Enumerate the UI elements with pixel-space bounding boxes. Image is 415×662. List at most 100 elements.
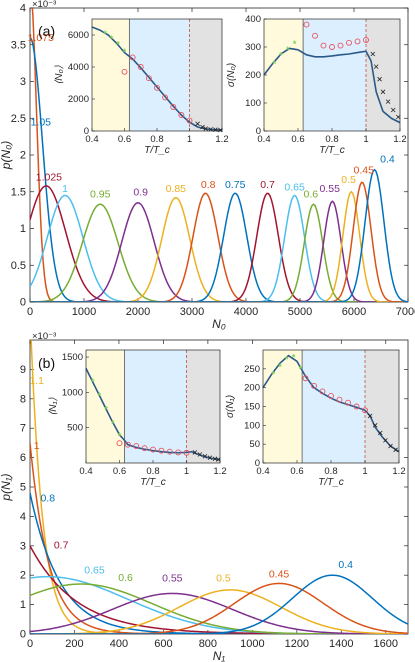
inset-y-axis-label: ⟨N₀⟩ (54, 65, 65, 84)
inset-x-axis-label: T/T_c (319, 145, 345, 156)
inset-black-cross (388, 443, 393, 449)
panel-b-series-labels: 1.1 1 0.8 0.7 0.65 0.6 0.55 0.5 0.45 0.4 (29, 375, 353, 585)
series-line-0.5 (30, 190, 408, 302)
series-label-0.8: 0.8 (201, 179, 216, 191)
series-label-0.55: 0.55 (162, 573, 183, 585)
series-line-0.95 (30, 203, 408, 302)
inset-red-circle (175, 449, 182, 456)
series-line-1 (30, 194, 408, 302)
inset-frame (85, 349, 221, 464)
inset-red-circle (166, 448, 173, 455)
y-tick-label: 1 (20, 599, 26, 611)
panel-a: 00.511.522.533.54 0 1000 2000 3000 4000 5000 6… (0, 0, 415, 331)
x-tick-label: 1600 (374, 638, 398, 650)
x-tick-label: 800 (199, 638, 217, 650)
series-label-0.95: 0.95 (90, 189, 111, 201)
inset-red-circle (124, 441, 131, 448)
series-line-0.45 (30, 181, 408, 302)
inset-red-circle (183, 449, 190, 456)
inset-x-tick-label: 0.6 (291, 134, 304, 145)
series-label-0.45: 0.45 (354, 164, 375, 176)
y-tick-label: 7 (20, 423, 26, 435)
inset-y-tick-label: 4000 (68, 62, 89, 73)
series-label-0.8: 0.8 (40, 493, 55, 505)
inset-black-cross (385, 99, 391, 104)
inset-region-yellow (264, 19, 304, 131)
y-tick-label: 1 (20, 223, 26, 235)
series-line-0.75 (30, 192, 408, 302)
inset-red-circle (154, 84, 160, 91)
inset-red-circle (312, 32, 318, 39)
inset-green-point: * (299, 364, 303, 374)
y-tick-label: 2 (20, 150, 26, 162)
series-label-0.85: 0.85 (166, 183, 187, 195)
inset-x-tick-label: 0.4 (79, 466, 92, 477)
inset-x-tick-label: 1 (363, 134, 368, 145)
series-label-1: 1 (62, 183, 68, 195)
inset-red-circle (133, 443, 140, 449)
inset-x-tick-label: 0.8 (146, 466, 159, 477)
inset-red-circle (186, 117, 193, 124)
x-tick-label: 1000 (240, 638, 264, 650)
series-line-0.55 (30, 592, 408, 634)
x-tick-label: 7000 (396, 306, 415, 318)
panel-a-y-axis-label: p(N₀) (0, 141, 13, 170)
panel-a-x-ticks: 01000200030004000500060007000 (27, 8, 415, 318)
series-label-0.9: 0.9 (133, 186, 148, 198)
inset-y-tick-label: 300 (245, 42, 261, 53)
series-label-0.65: 0.65 (84, 565, 105, 577)
series-line-0.8 (30, 192, 408, 302)
inset-region-gray (189, 19, 222, 131)
series-line-0.5 (30, 589, 408, 634)
x-tick-label: 600 (154, 638, 172, 650)
inset-black-cross (396, 114, 401, 120)
inset-frame (91, 18, 223, 132)
series-label-1.025: 1.025 (36, 172, 62, 184)
inset-black-cross (367, 413, 373, 419)
inset-green-point: * (292, 353, 296, 363)
inset-curve (85, 368, 221, 461)
inset-y-tick-label: 50 (249, 439, 260, 450)
inset-x-tick-label: 1 (184, 466, 189, 477)
inset-y-tick-label: 0 (256, 126, 261, 137)
inset-x-tick-label: 0.6 (118, 134, 131, 145)
inset-black-cross (378, 430, 383, 436)
series-label-1.075: 1.075 (28, 32, 54, 44)
inset-x-tick-label: 0.6 (113, 466, 126, 477)
panel-a-label: (a) (38, 23, 55, 39)
inset-x-axis-label: T/T_c (144, 145, 170, 156)
inset-x-tick-label: 0.8 (150, 134, 163, 145)
y-tick-label: 9 (20, 364, 26, 376)
inset-curve (263, 47, 401, 124)
inset-green-point: * (293, 39, 297, 49)
inset-red-circle (116, 440, 123, 447)
inset-red-circle (170, 104, 177, 110)
series-line-0.4 (30, 168, 408, 302)
inset-y-tick-label: 0 (255, 458, 260, 469)
inset-curve (262, 354, 400, 453)
panel-b-x-axis-label: N₁ (213, 649, 226, 662)
inset-green-point: * (103, 29, 107, 39)
inset-y-tick-label: 250 (244, 364, 260, 375)
inset-red-circle (319, 388, 326, 395)
inset-red-circle (178, 112, 185, 118)
y-tick-label: 0 (20, 297, 26, 309)
series-line-1.025 (30, 185, 408, 302)
y-tick-label: 0.5 (11, 260, 26, 272)
inset-green-point: * (91, 377, 95, 387)
series-line-0.55 (30, 200, 408, 302)
inset-red-circle (302, 375, 309, 382)
inset-region-gray (365, 350, 399, 463)
inset-black-cross (202, 454, 208, 459)
inset-y-tick-label: 1500 (62, 352, 83, 363)
x-tick-label: 200 (65, 638, 83, 650)
inset-frame (263, 18, 401, 132)
inset-black-cross (393, 447, 398, 453)
inset-red-circle (145, 75, 152, 82)
inset-frame (262, 349, 400, 464)
panel-a-x-axis-label: N₀ (212, 317, 226, 331)
inset-red-circle (362, 407, 368, 414)
inset-red-circle (129, 54, 136, 61)
